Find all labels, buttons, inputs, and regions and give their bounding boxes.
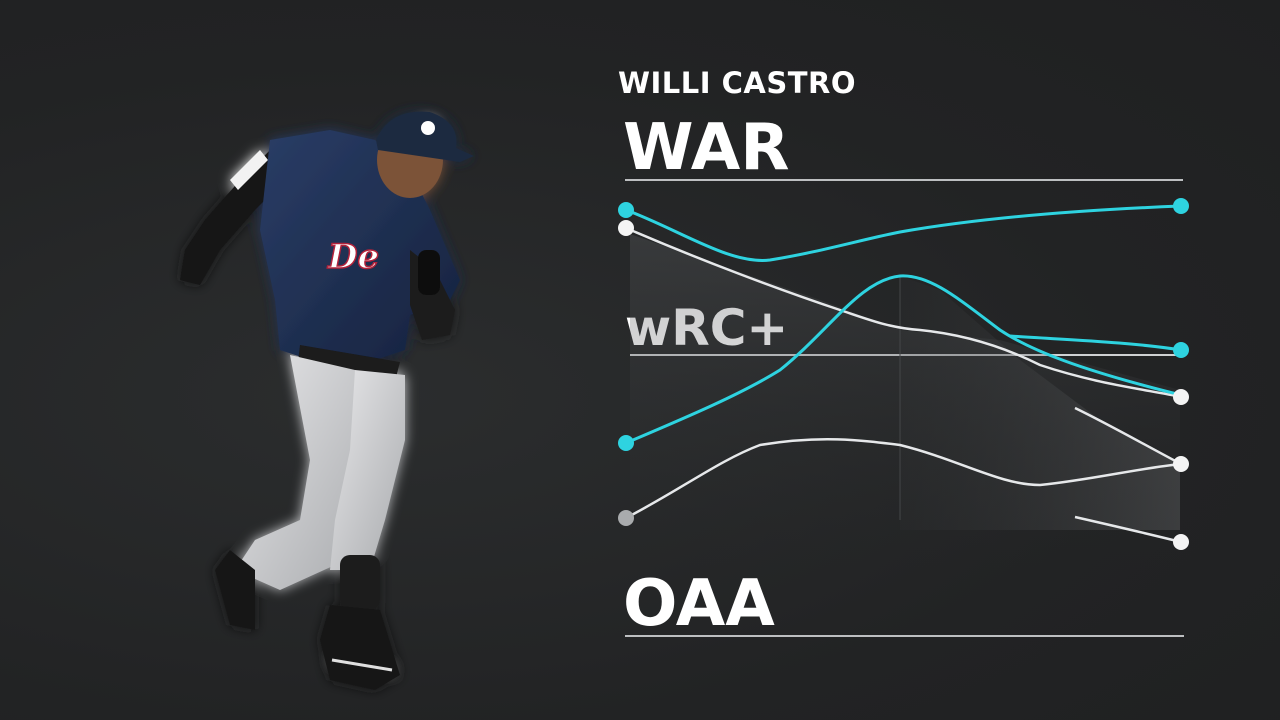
white-trend-line-1 <box>625 226 1182 399</box>
marker-white-end-3 <box>1173 534 1189 550</box>
oaa-divider <box>625 635 1184 637</box>
marker-white-start-1 <box>618 220 634 236</box>
white-trend-line-4 <box>1074 515 1182 544</box>
trend-lines-graphic <box>618 198 1189 570</box>
marker-cyan-end-1 <box>1173 198 1189 214</box>
player-name: WILLI CASTRO <box>618 66 856 100</box>
marker-gray-start <box>618 510 634 526</box>
cyan-trend-line-2 <box>625 274 1182 445</box>
marker-cyan-end-2 <box>1173 342 1189 358</box>
player-photo: De <box>180 111 474 690</box>
war-label: WAR <box>623 111 790 185</box>
marker-white-end-2 <box>1173 456 1189 472</box>
oaa-label: OAA <box>623 567 775 641</box>
marker-cyan-start-1 <box>618 202 634 218</box>
cyan-trend-line-1 <box>625 204 1182 262</box>
war-divider <box>625 179 1183 181</box>
marker-white-end-1 <box>1173 389 1189 405</box>
marker-cyan-start-2 <box>618 435 634 451</box>
jersey-script: De <box>327 237 379 277</box>
cyan-trend-line-3 <box>1009 334 1182 352</box>
white-trend-line-3 <box>1074 406 1182 466</box>
white-trend-line-2 <box>625 437 1182 520</box>
